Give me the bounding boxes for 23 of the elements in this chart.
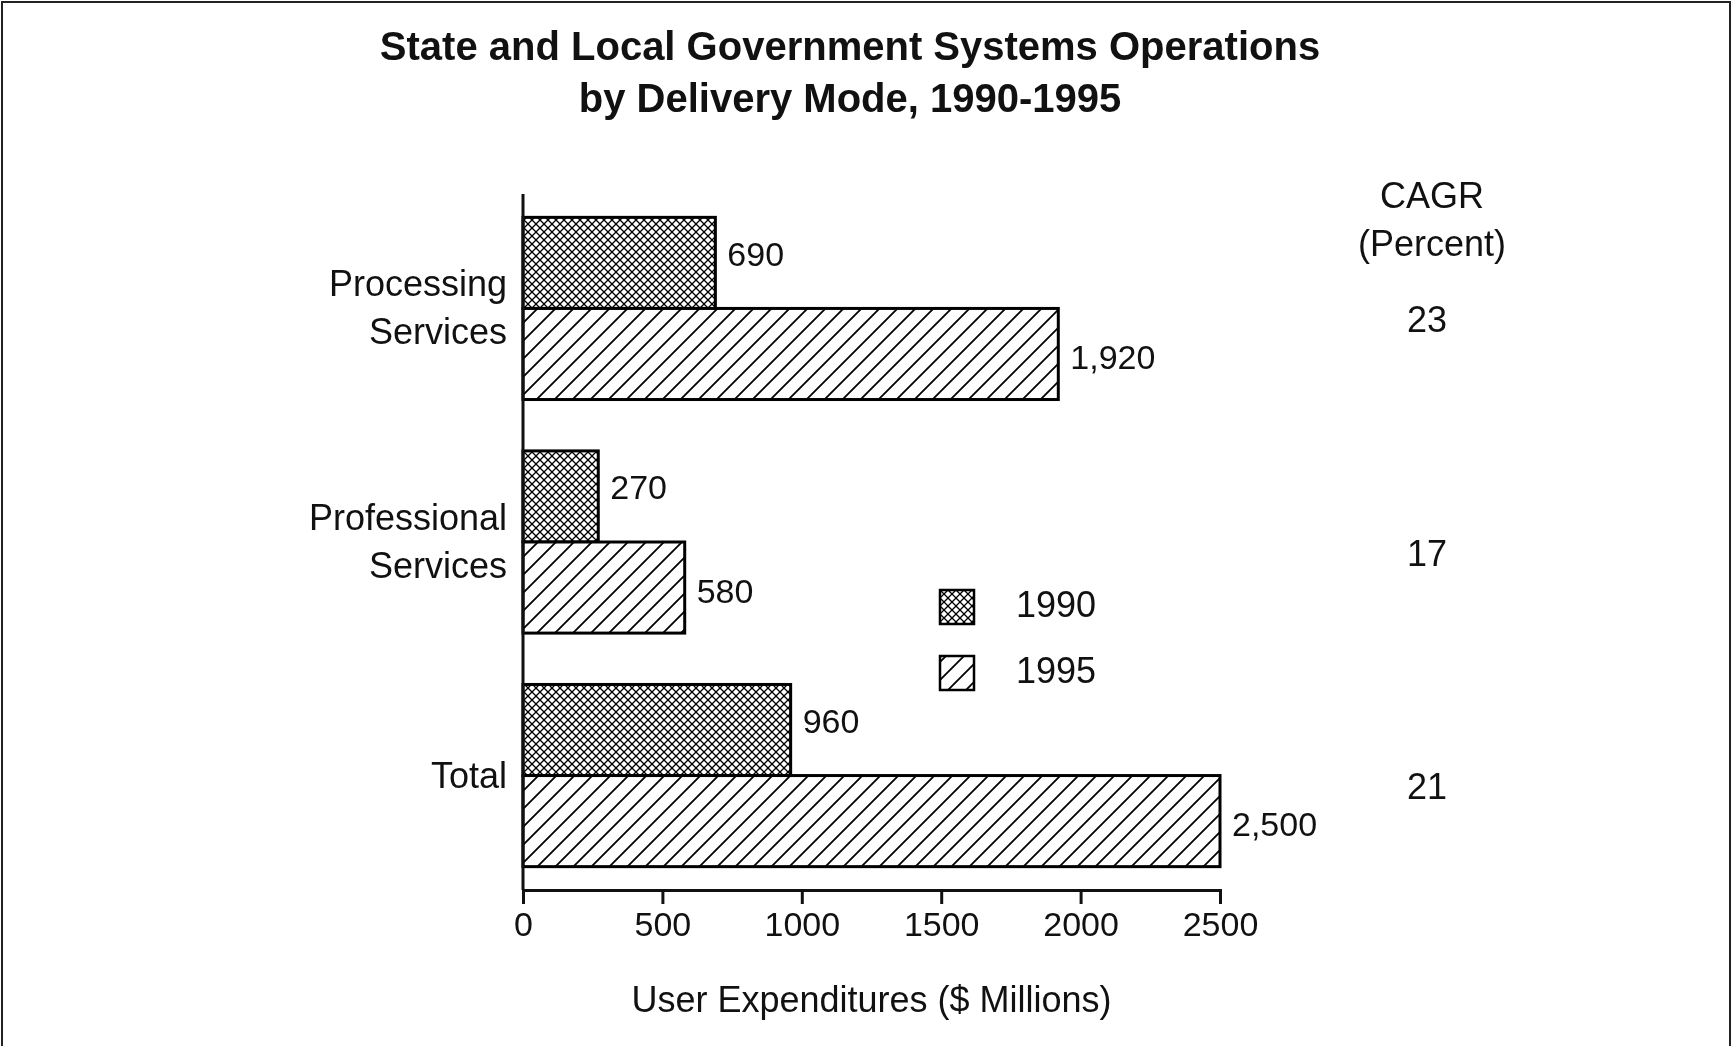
y-tick-label: Professional Services xyxy=(308,497,507,586)
text: 23 xyxy=(1406,298,1448,340)
text: 17 xyxy=(1406,532,1448,574)
x-tick-label: 500 xyxy=(634,905,692,944)
x-tick-label: 1500 xyxy=(903,905,980,944)
data-label: 2,500 xyxy=(1232,805,1318,844)
data-label: 690 xyxy=(727,234,785,273)
text: 21 xyxy=(1406,766,1448,808)
y-tick-label: Total xyxy=(430,754,507,796)
x-tick-label: 1000 xyxy=(764,905,841,944)
x-axis-title: User Expenditures ($ Millions) xyxy=(631,979,1112,1020)
data-label: 270 xyxy=(610,468,668,507)
chart-title: State and Local Government Systems Operations by Delivery Mode, 1990-1995 xyxy=(379,24,1321,120)
x-tick-label: 2000 xyxy=(1043,905,1119,944)
legend-label: 1995 xyxy=(1016,649,1097,691)
text: CAGR (Percent) xyxy=(1357,175,1507,264)
data-label: 580 xyxy=(696,571,754,610)
data-label: 960 xyxy=(802,702,860,740)
x-tick-label: 0 xyxy=(514,905,533,944)
data-label: 1,920 xyxy=(1070,337,1156,376)
x-tick-label: 2500 xyxy=(1182,905,1259,944)
legend-label: 1990 xyxy=(1016,583,1097,625)
y-tick-label: Processing Services xyxy=(328,263,507,353)
